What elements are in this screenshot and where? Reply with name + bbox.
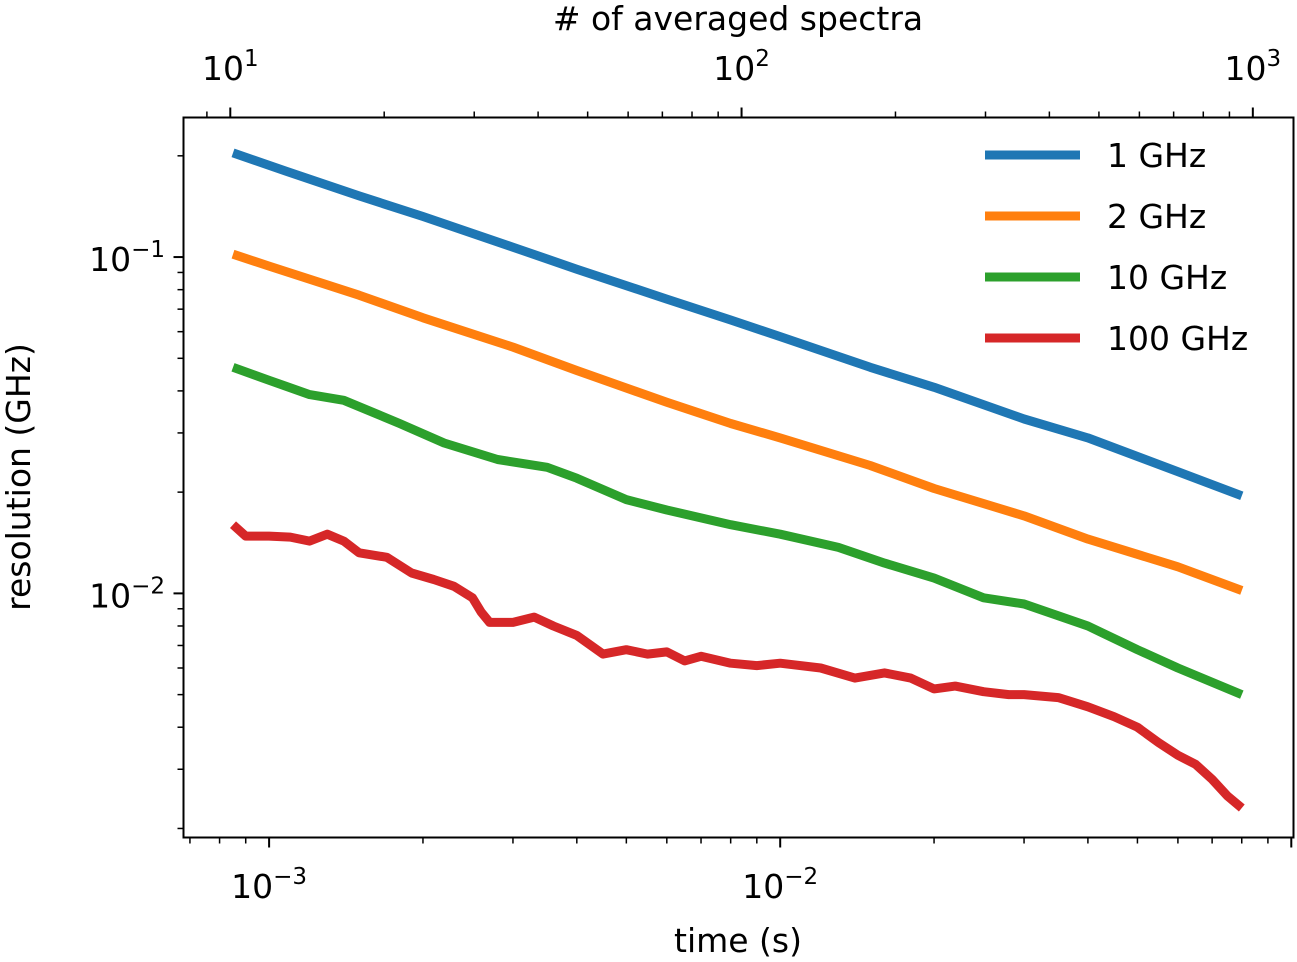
- x-axis-label: time (s): [674, 921, 802, 960]
- top-tick-label: 102: [713, 46, 770, 88]
- legend-label: 100 GHz: [1107, 319, 1248, 358]
- y-tick-label: 10−2: [89, 573, 165, 615]
- x-tick-label-exponent: −3: [273, 864, 307, 890]
- series-line: [231, 148, 1244, 501]
- top-tick-label-base: 10: [713, 49, 755, 88]
- x-tick-label-base: 10: [231, 867, 273, 906]
- top-tick-label-exponent: 3: [1267, 46, 1282, 72]
- legend-label: 1 GHz: [1107, 136, 1206, 175]
- top-axis-label: # of averaged spectra: [553, 0, 923, 38]
- series-line: [231, 249, 1244, 595]
- x-tick-label-exponent: −2: [784, 864, 818, 890]
- y-tick-label-base: 10: [89, 240, 131, 279]
- top-tick-label-base: 10: [1225, 49, 1267, 88]
- legend: 1 GHz 2 GHz 10 GHz 100 GHz: [985, 136, 1248, 358]
- top-tick-label-exponent: 2: [755, 46, 770, 72]
- x-tick-label: 10−3: [231, 864, 307, 906]
- x-tick-label: 10−2: [742, 864, 818, 906]
- series-layer: [229, 148, 1245, 812]
- top-tick-label-base: 10: [202, 49, 244, 88]
- series-line: [231, 363, 1244, 699]
- y-tick-label-exponent: −1: [131, 237, 165, 263]
- legend-label: 10 GHz: [1107, 258, 1227, 297]
- y-tick-label-exponent: −2: [131, 573, 165, 599]
- plot-frame: [182, 116, 1295, 839]
- series-line: [229, 521, 1245, 812]
- legend-label: 2 GHz: [1107, 197, 1206, 236]
- y-tick-label-base: 10: [89, 576, 131, 615]
- top-tick-label: 101: [202, 46, 259, 88]
- y-axis-label: resolution (GHz): [0, 343, 38, 611]
- top-tick-label-exponent: 1: [244, 46, 259, 72]
- y-tick-label: 10−1: [89, 237, 165, 279]
- top-tick-label: 103: [1225, 46, 1282, 88]
- x-tick-label-base: 10: [742, 867, 784, 906]
